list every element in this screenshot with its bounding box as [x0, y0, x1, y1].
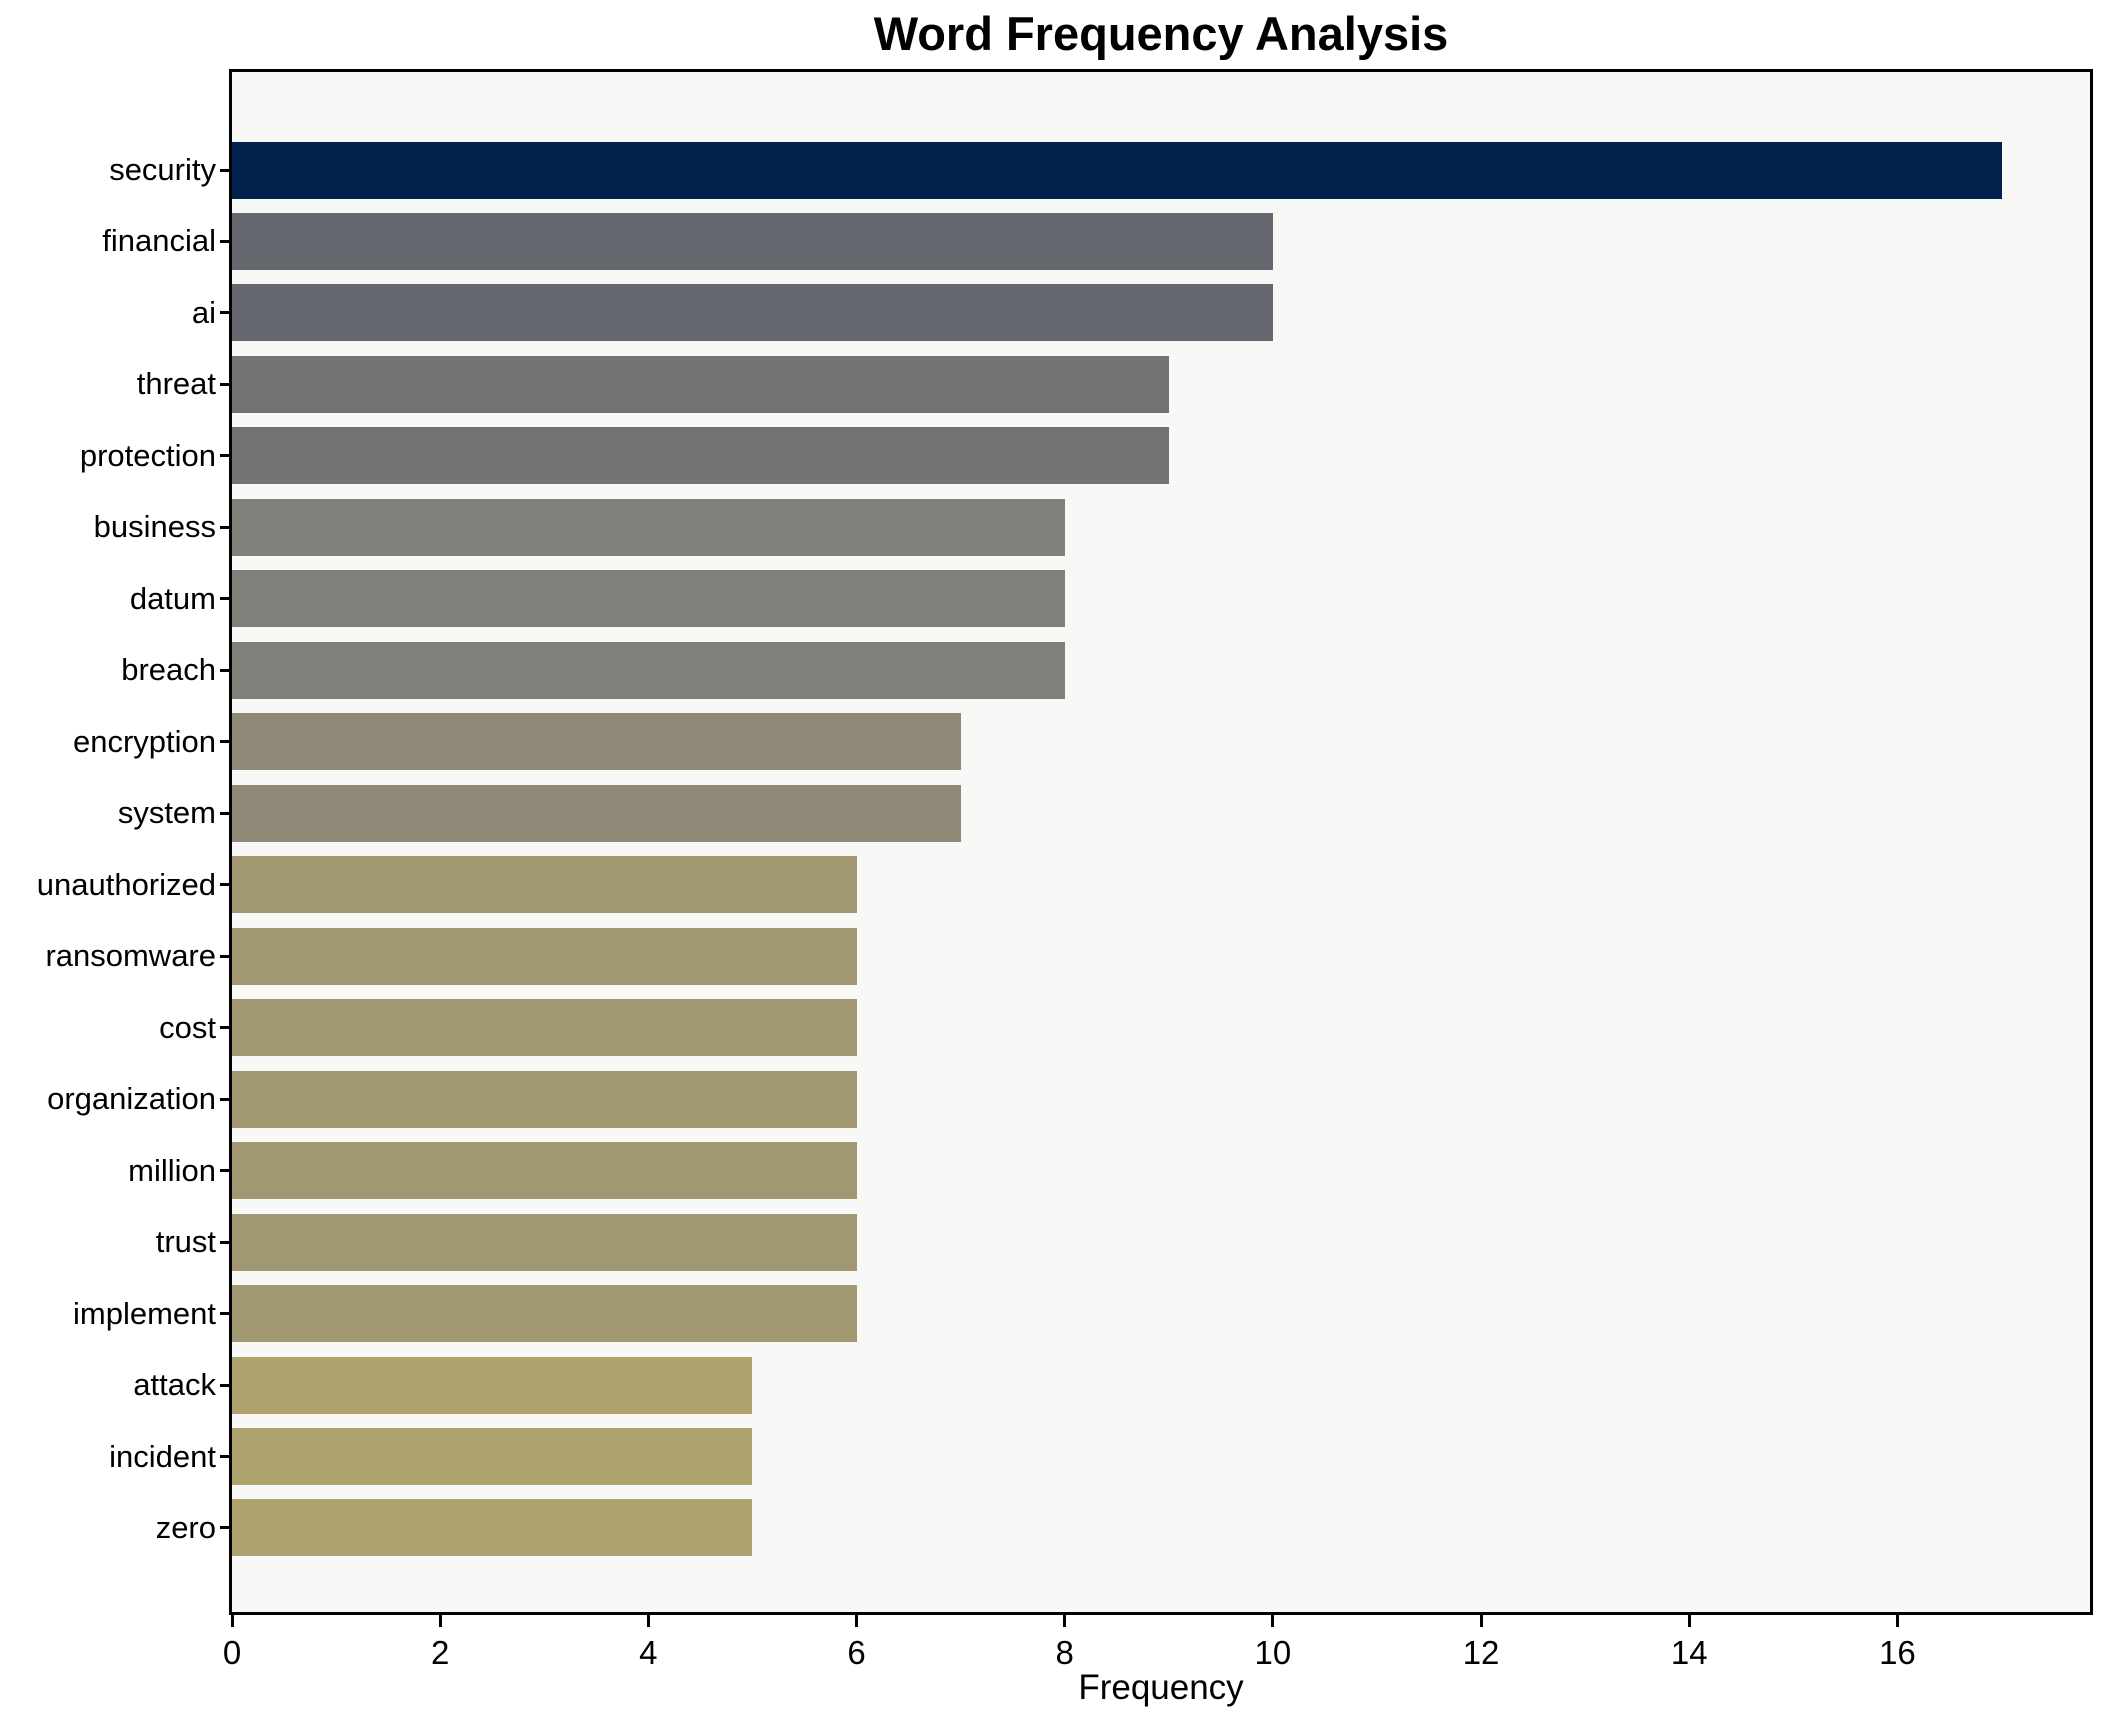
bar-breach — [232, 641, 1065, 699]
y-tick-mark-organization — [220, 1097, 229, 1101]
bar-zero — [232, 1499, 753, 1557]
bar-system — [232, 784, 961, 842]
y-tick-label-financial: financial — [102, 223, 216, 259]
y-tick-mark-business — [220, 525, 229, 529]
bar-incident — [232, 1428, 753, 1485]
y-tick-mark-attack — [220, 1383, 229, 1387]
x-tick-mark-0 — [230, 1615, 234, 1627]
bar-ransomware — [232, 927, 857, 985]
x-tick-mark-2 — [438, 1615, 442, 1627]
y-tick-label-business: business — [93, 509, 216, 545]
y-tick-label-ai: ai — [191, 294, 216, 330]
y-tick-label-breach: breach — [121, 652, 216, 688]
x-tick-label-12: 12 — [1462, 1634, 1500, 1671]
x-tick-mark-16 — [1895, 1615, 1899, 1627]
x-tick-label-4: 4 — [639, 1634, 658, 1671]
x-tick-label-8: 8 — [1055, 1634, 1074, 1671]
bar-unauthorized — [232, 856, 857, 914]
x-tick-mark-12 — [1479, 1615, 1483, 1627]
bar-attack — [232, 1356, 753, 1414]
y-tick-mark-implement — [220, 1312, 229, 1316]
y-tick-mark-million — [220, 1169, 229, 1173]
y-tick-mark-encryption — [220, 740, 229, 744]
y-tick-mark-datum — [220, 597, 229, 601]
x-tick-label-14: 14 — [1670, 1634, 1708, 1671]
x-tick-mark-8 — [1063, 1615, 1067, 1627]
bar-ai — [232, 284, 1273, 342]
x-tick-label-0: 0 — [222, 1634, 242, 1671]
x-tick-label-16: 16 — [1879, 1634, 1916, 1671]
bar-encryption — [232, 713, 961, 771]
y-tick-label-trust: trust — [155, 1224, 216, 1260]
bar-business — [232, 498, 1065, 556]
bar-cost — [232, 999, 857, 1057]
y-tick-label-protection: protection — [79, 437, 216, 473]
y-tick-label-unauthorized: unauthorized — [36, 866, 216, 902]
x-axis-label: Frequency — [1078, 1668, 1244, 1707]
y-tick-label-million: million — [128, 1152, 216, 1188]
y-tick-label-cost: cost — [159, 1009, 216, 1045]
bar-million — [232, 1142, 857, 1200]
y-tick-mark-trust — [220, 1240, 229, 1244]
x-tick-label-10: 10 — [1254, 1634, 1292, 1671]
y-tick-mark-unauthorized — [220, 883, 229, 887]
bar-organization — [232, 1070, 857, 1128]
y-tick-label-security: security — [109, 152, 216, 187]
plot-area — [229, 69, 2093, 1615]
y-tick-mark-system — [220, 811, 229, 815]
bar-implement — [232, 1285, 857, 1343]
y-tick-label-ransomware: ransomware — [45, 938, 216, 974]
x-tick-mark-6 — [855, 1615, 859, 1627]
bar-datum — [232, 570, 1065, 628]
y-tick-mark-ai — [220, 311, 229, 315]
y-tick-label-encryption: encryption — [72, 723, 216, 759]
y-tick-mark-threat — [220, 382, 229, 386]
x-tick-label-2: 2 — [430, 1634, 450, 1671]
y-tick-label-datum: datum — [129, 580, 216, 616]
x-tick-mark-10 — [1271, 1615, 1275, 1627]
bar-threat — [232, 355, 1169, 413]
y-tick-mark-ransomware — [220, 954, 229, 958]
y-tick-mark-incident — [220, 1455, 229, 1458]
y-tick-mark-security — [220, 168, 229, 172]
y-tick-label-incident: incident — [109, 1438, 216, 1474]
y-tick-mark-zero — [220, 1526, 229, 1530]
x-tick-mark-14 — [1687, 1615, 1691, 1627]
y-tick-mark-breach — [220, 668, 229, 672]
bar-security — [232, 141, 2002, 199]
bar-financial — [232, 212, 1273, 270]
y-tick-label-implement: implement — [73, 1295, 216, 1331]
y-tick-label-organization: organization — [47, 1081, 216, 1117]
y-tick-mark-protection — [220, 454, 229, 458]
y-tick-label-threat: threat — [136, 366, 216, 402]
y-tick-label-attack: attack — [133, 1367, 216, 1403]
x-tick-mark-4 — [646, 1615, 650, 1627]
y-tick-mark-cost — [220, 1026, 229, 1030]
y-tick-label-zero: zero — [155, 1509, 216, 1545]
chart-title: Word Frequency Analysis — [873, 7, 1449, 60]
x-tick-label-6: 6 — [847, 1634, 866, 1671]
bar-protection — [232, 427, 1169, 485]
bar-trust — [232, 1213, 857, 1271]
y-tick-label-system: system — [117, 795, 216, 831]
y-tick-mark-financial — [220, 239, 229, 243]
